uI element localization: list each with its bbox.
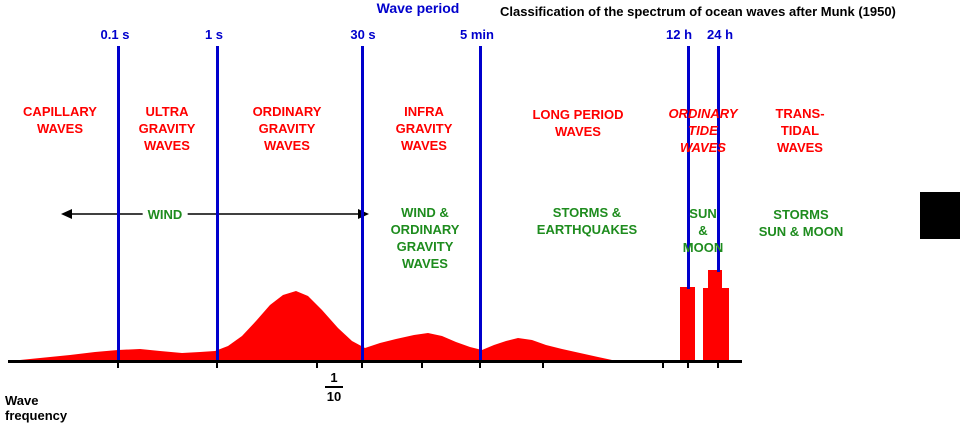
period-gridline-01s [116, 46, 120, 361]
frequency-minor-tick-9 [717, 363, 719, 368]
period-gridline-30s [360, 46, 364, 361]
force-label-wind: WIND [142, 206, 188, 223]
force-label-wind-ordinary-gravity-waves: WIND & ORDINARY GRAVITY WAVES [390, 205, 460, 271]
fraction-bar [325, 386, 343, 388]
period-gridline-5min [478, 46, 482, 361]
force-label-storms-sun-moon: STORMS SUN & MOON [758, 207, 844, 239]
band-label-trans-tidal-waves: TRANS- TIDAL WAVES [775, 106, 825, 155]
frequency-tick-fraction: 1 10 [325, 371, 343, 403]
force-label-sun-moon: SUN & MOON [682, 206, 724, 255]
fraction-numerator: 1 [330, 370, 338, 385]
frequency-minor-tick-4 [421, 363, 423, 368]
frequency-minor-tick-0 [117, 363, 119, 368]
band-label-infra-gravity-waves: INFRA GRAVITY WAVES [395, 104, 453, 153]
period-gridline-1s [215, 46, 219, 361]
band-label-long-period-waves: LONG PERIOD WAVES [532, 107, 624, 139]
right-edge-box-inner [920, 192, 960, 239]
period-tick-label-1s: 1 s [204, 27, 224, 42]
frequency-minor-tick-5 [479, 363, 481, 368]
period-tick-label-24h: 24 h [706, 27, 734, 42]
wave-energy-curve [10, 291, 618, 361]
frequency-minor-tick-3 [361, 363, 363, 368]
period-tick-label-01s: 0.1 s [100, 27, 130, 42]
frequency-minor-tick-7 [662, 363, 664, 368]
wave-frequency-axis-label: Wave frequency [5, 393, 68, 423]
period-tick-label-12h: 12 h [665, 27, 693, 42]
period-gridline-12h [686, 46, 690, 289]
figure-caption: Classification of the spectrum of ocean … [500, 4, 896, 19]
period-tick-label-30s: 30 s [350, 27, 376, 42]
period-tick-label-5min: 5 min [460, 27, 494, 42]
fraction-denominator: 10 [326, 389, 342, 404]
period-gridline-24h [716, 46, 720, 272]
force-label-storms-earthquakes: STORMS & EARTHQUAKES [536, 205, 638, 237]
band-label-ordinary-gravity-waves: ORDINARY GRAVITY WAVES [252, 104, 322, 153]
frequency-minor-tick-1 [216, 363, 218, 368]
frequency-minor-tick-6 [542, 363, 544, 368]
band-label-capillary-waves: CAPILLARY WAVES [23, 104, 97, 136]
frequency-axis-baseline [8, 360, 742, 363]
wave-period-axis-title: Wave period [376, 0, 460, 16]
band-label-ultra-gravity-waves: ULTRA GRAVITY WAVES [138, 104, 196, 153]
band-label-ordinary-tide-waves: ORDINARY TIDE WAVES [668, 106, 738, 155]
frequency-minor-tick-2 [316, 363, 318, 368]
frequency-minor-tick-8 [687, 363, 689, 368]
